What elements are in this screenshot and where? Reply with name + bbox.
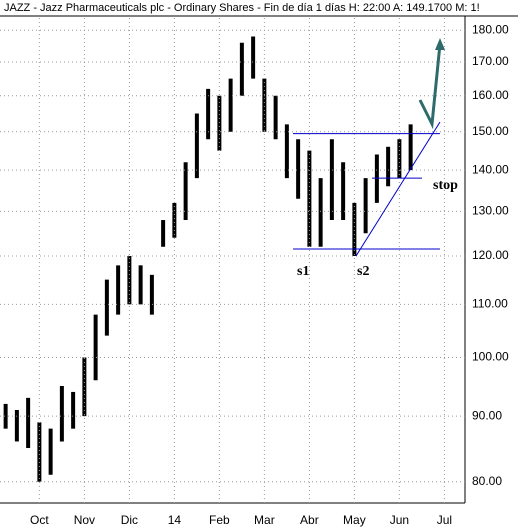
chart-title: JAZZ - Jazz Pharmaceuticals plc - Ordina… (4, 2, 480, 14)
y-tick-label: 160.00 (472, 88, 509, 102)
annotation: s2 (357, 264, 369, 279)
y-tick-label: 180.00 (472, 22, 509, 36)
x-tick-label: Oct (30, 513, 49, 527)
x-tick-label: Dic (121, 513, 138, 527)
x-tick-label: Nov (74, 513, 95, 527)
arrow-head (435, 38, 445, 50)
y-tick-label: 100.00 (472, 350, 509, 364)
y-tick-label: 140.00 (472, 162, 509, 176)
x-tick-label: Feb (209, 513, 230, 527)
y-tick-label: 80.00 (472, 474, 502, 488)
annotation: stop (433, 178, 458, 193)
y-tick-label: 170.00 (472, 54, 509, 68)
trend-line (355, 121, 441, 257)
projection-arrow (418, 43, 442, 130)
x-tick-label: Abr (300, 513, 319, 527)
x-tick-label: Jul (437, 513, 452, 527)
y-tick-label: 130.00 (472, 204, 509, 218)
x-tick-label: May (343, 513, 366, 527)
x-tick-label: Mar (254, 513, 275, 527)
y-tick-label: 150.00 (472, 124, 509, 138)
x-tick-label: Jun (390, 513, 409, 527)
annotation: s1 (297, 264, 309, 279)
y-tick-label: 90.00 (472, 408, 502, 422)
y-tick-label: 120.00 (472, 248, 509, 262)
y-tick-label: 110.00 (472, 297, 508, 311)
x-tick-label: 14 (168, 513, 182, 527)
